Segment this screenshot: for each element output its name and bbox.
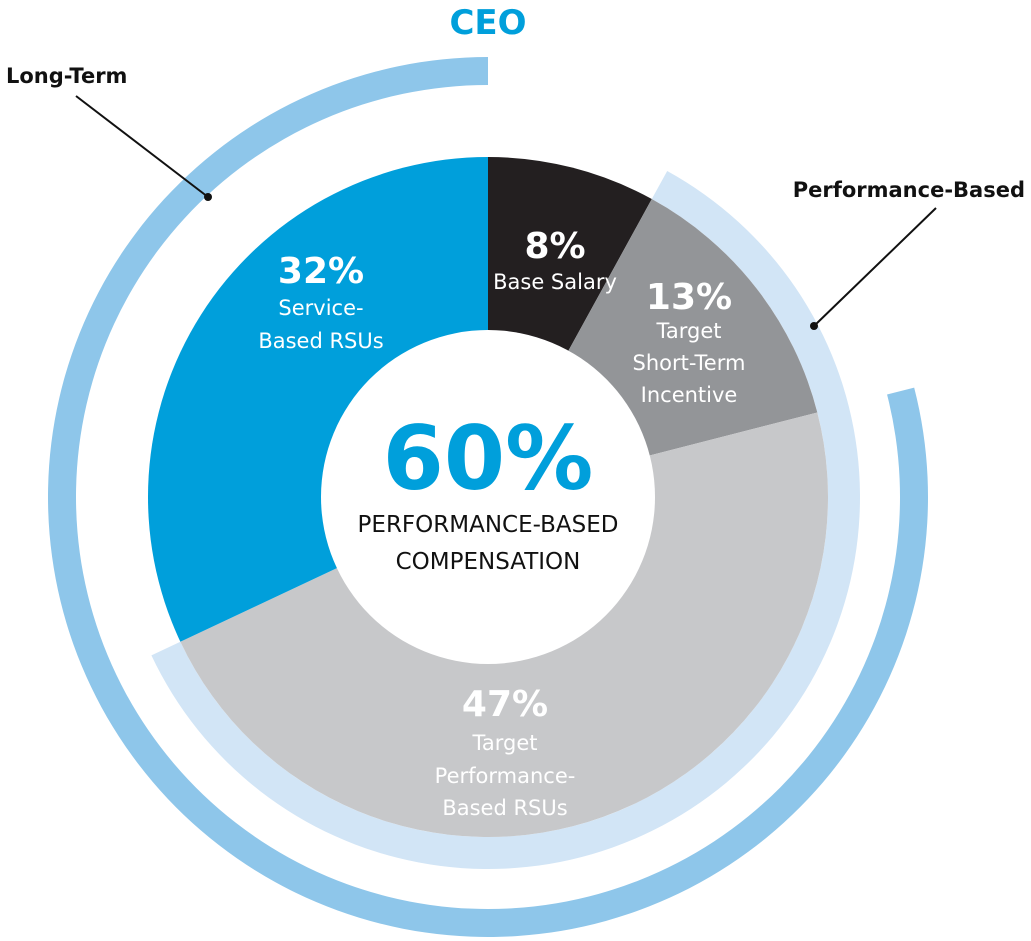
short-term-incentive-label-line-1: Target [656, 319, 722, 343]
short-term-incentive-label-line-3: Incentive [641, 383, 738, 407]
performance-rsus-label-line-1: Target [472, 731, 538, 755]
center-label-line-2: COMPENSATION [396, 549, 581, 575]
performance-based-callout-line [813, 207, 937, 327]
long-term-callout-line [75, 95, 209, 198]
center-percent: 60% [383, 407, 594, 510]
base-salary-label: Base Salary [493, 270, 617, 294]
performance-rsus-percent: 47% [462, 684, 548, 725]
base-salary-percent: 8% [524, 226, 585, 267]
performance-based-callout-label: Performance-Based [793, 178, 1025, 202]
performance-based-callout-dot [810, 322, 818, 330]
chart-title: CEO [449, 3, 526, 43]
performance-rsus-label-line-3: Based RSUs [442, 796, 567, 820]
performance-rsus-label-line-2: Performance- [435, 764, 576, 788]
short-term-incentive-label-line-2: Short-Term [633, 351, 746, 375]
center-hole [321, 330, 655, 664]
long-term-callout-dot [204, 193, 212, 201]
service-rsus-percent: 32% [278, 251, 364, 292]
service-rsus-label-line-2: Based RSUs [258, 329, 383, 353]
center-label-line-1: PERFORMANCE-BASED [358, 512, 619, 538]
long-term-callout-label: Long-Term [6, 64, 127, 88]
short-term-incentive-percent: 13% [646, 277, 732, 318]
service-rsus-label-line-1: Service- [278, 296, 363, 320]
